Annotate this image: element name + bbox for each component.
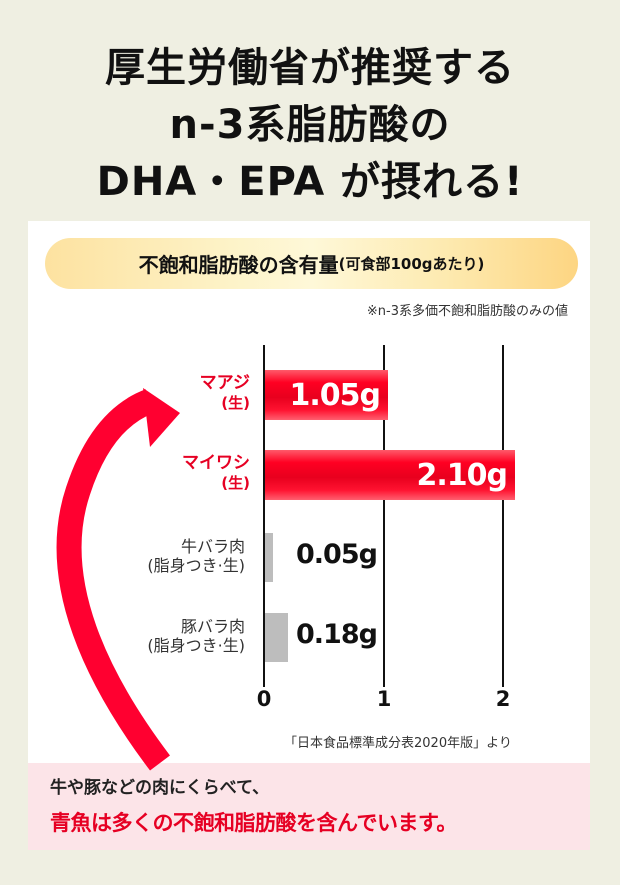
row-name: 豚バラ肉 xyxy=(180,617,245,636)
row-name: マアジ xyxy=(199,373,250,393)
summary-line-2: 青魚は多くの不飽和脂肪酸を含んでいます。 xyxy=(50,811,457,835)
summary-band: 牛や豚などの肉にくらべて、 青魚は多くの不飽和脂肪酸を含んでいます。 xyxy=(28,763,590,850)
data-source: 「日本食品標準成分表2020年版」より xyxy=(284,736,512,751)
chart-title-pill: 不飽和脂肪酸の含有量 (可食部100gあたり) xyxy=(45,238,578,289)
row-sub: (脂身つき·生) xyxy=(147,636,245,655)
chart-title: 不飽和脂肪酸の含有量 xyxy=(138,253,339,277)
bar-value: 2.10g xyxy=(416,457,508,493)
row-sub: (脂身つき·生) xyxy=(147,556,245,575)
bar-value-pork: 0.18g xyxy=(296,619,378,650)
gridline-1 xyxy=(383,345,385,687)
summary-line-1: 牛や豚などの肉にくらべて、 xyxy=(50,778,270,798)
bar-value-beef: 0.05g xyxy=(296,539,378,570)
gridline-0 xyxy=(263,345,265,687)
row-name: 牛バラ肉 xyxy=(180,537,245,556)
headline-line-1: 厚生労働省が推奨する xyxy=(105,45,515,91)
x-tick-1: 1 xyxy=(376,687,392,711)
headline: 厚生労働省が推奨する n-3系脂肪酸の DHA・EPA が摂れる! xyxy=(0,40,620,211)
headline-line-2: n-3系脂肪酸の xyxy=(169,102,451,148)
row-label-maiwashi: マイワシ (生) xyxy=(182,453,250,493)
x-tick-0: 0 xyxy=(256,687,272,711)
row-label-beef: 牛バラ肉 (脂身つき·生) xyxy=(147,537,245,575)
x-tick-2: 2 xyxy=(495,687,511,711)
row-sub: (生) xyxy=(221,474,250,492)
curved-arrow-icon xyxy=(56,388,180,771)
chart-card: 不飽和脂肪酸の含有量 (可食部100gあたり) ※n-3系多価不飽和脂肪酸のみの… xyxy=(28,221,590,850)
row-sub: (生) xyxy=(221,394,250,412)
headline-line-3: DHA・EPA が摂れる! xyxy=(96,159,524,205)
bar-pork xyxy=(265,613,288,662)
chart-subtitle: (可食部100gあたり) xyxy=(338,255,485,273)
bar-maaji: 1.05g xyxy=(265,370,388,420)
row-label-pork: 豚バラ肉 (脂身つき·生) xyxy=(147,617,245,655)
chart-note: ※n-3系多価不飽和脂肪酸のみの値 xyxy=(366,304,568,319)
row-name: マイワシ xyxy=(182,453,250,473)
bar-beef xyxy=(265,533,273,582)
bar-value: 1.05g xyxy=(289,377,381,413)
gridline-2 xyxy=(502,345,504,687)
row-label-maaji: マアジ (生) xyxy=(200,373,250,413)
bar-maiwashi: 2.10g xyxy=(265,450,515,500)
